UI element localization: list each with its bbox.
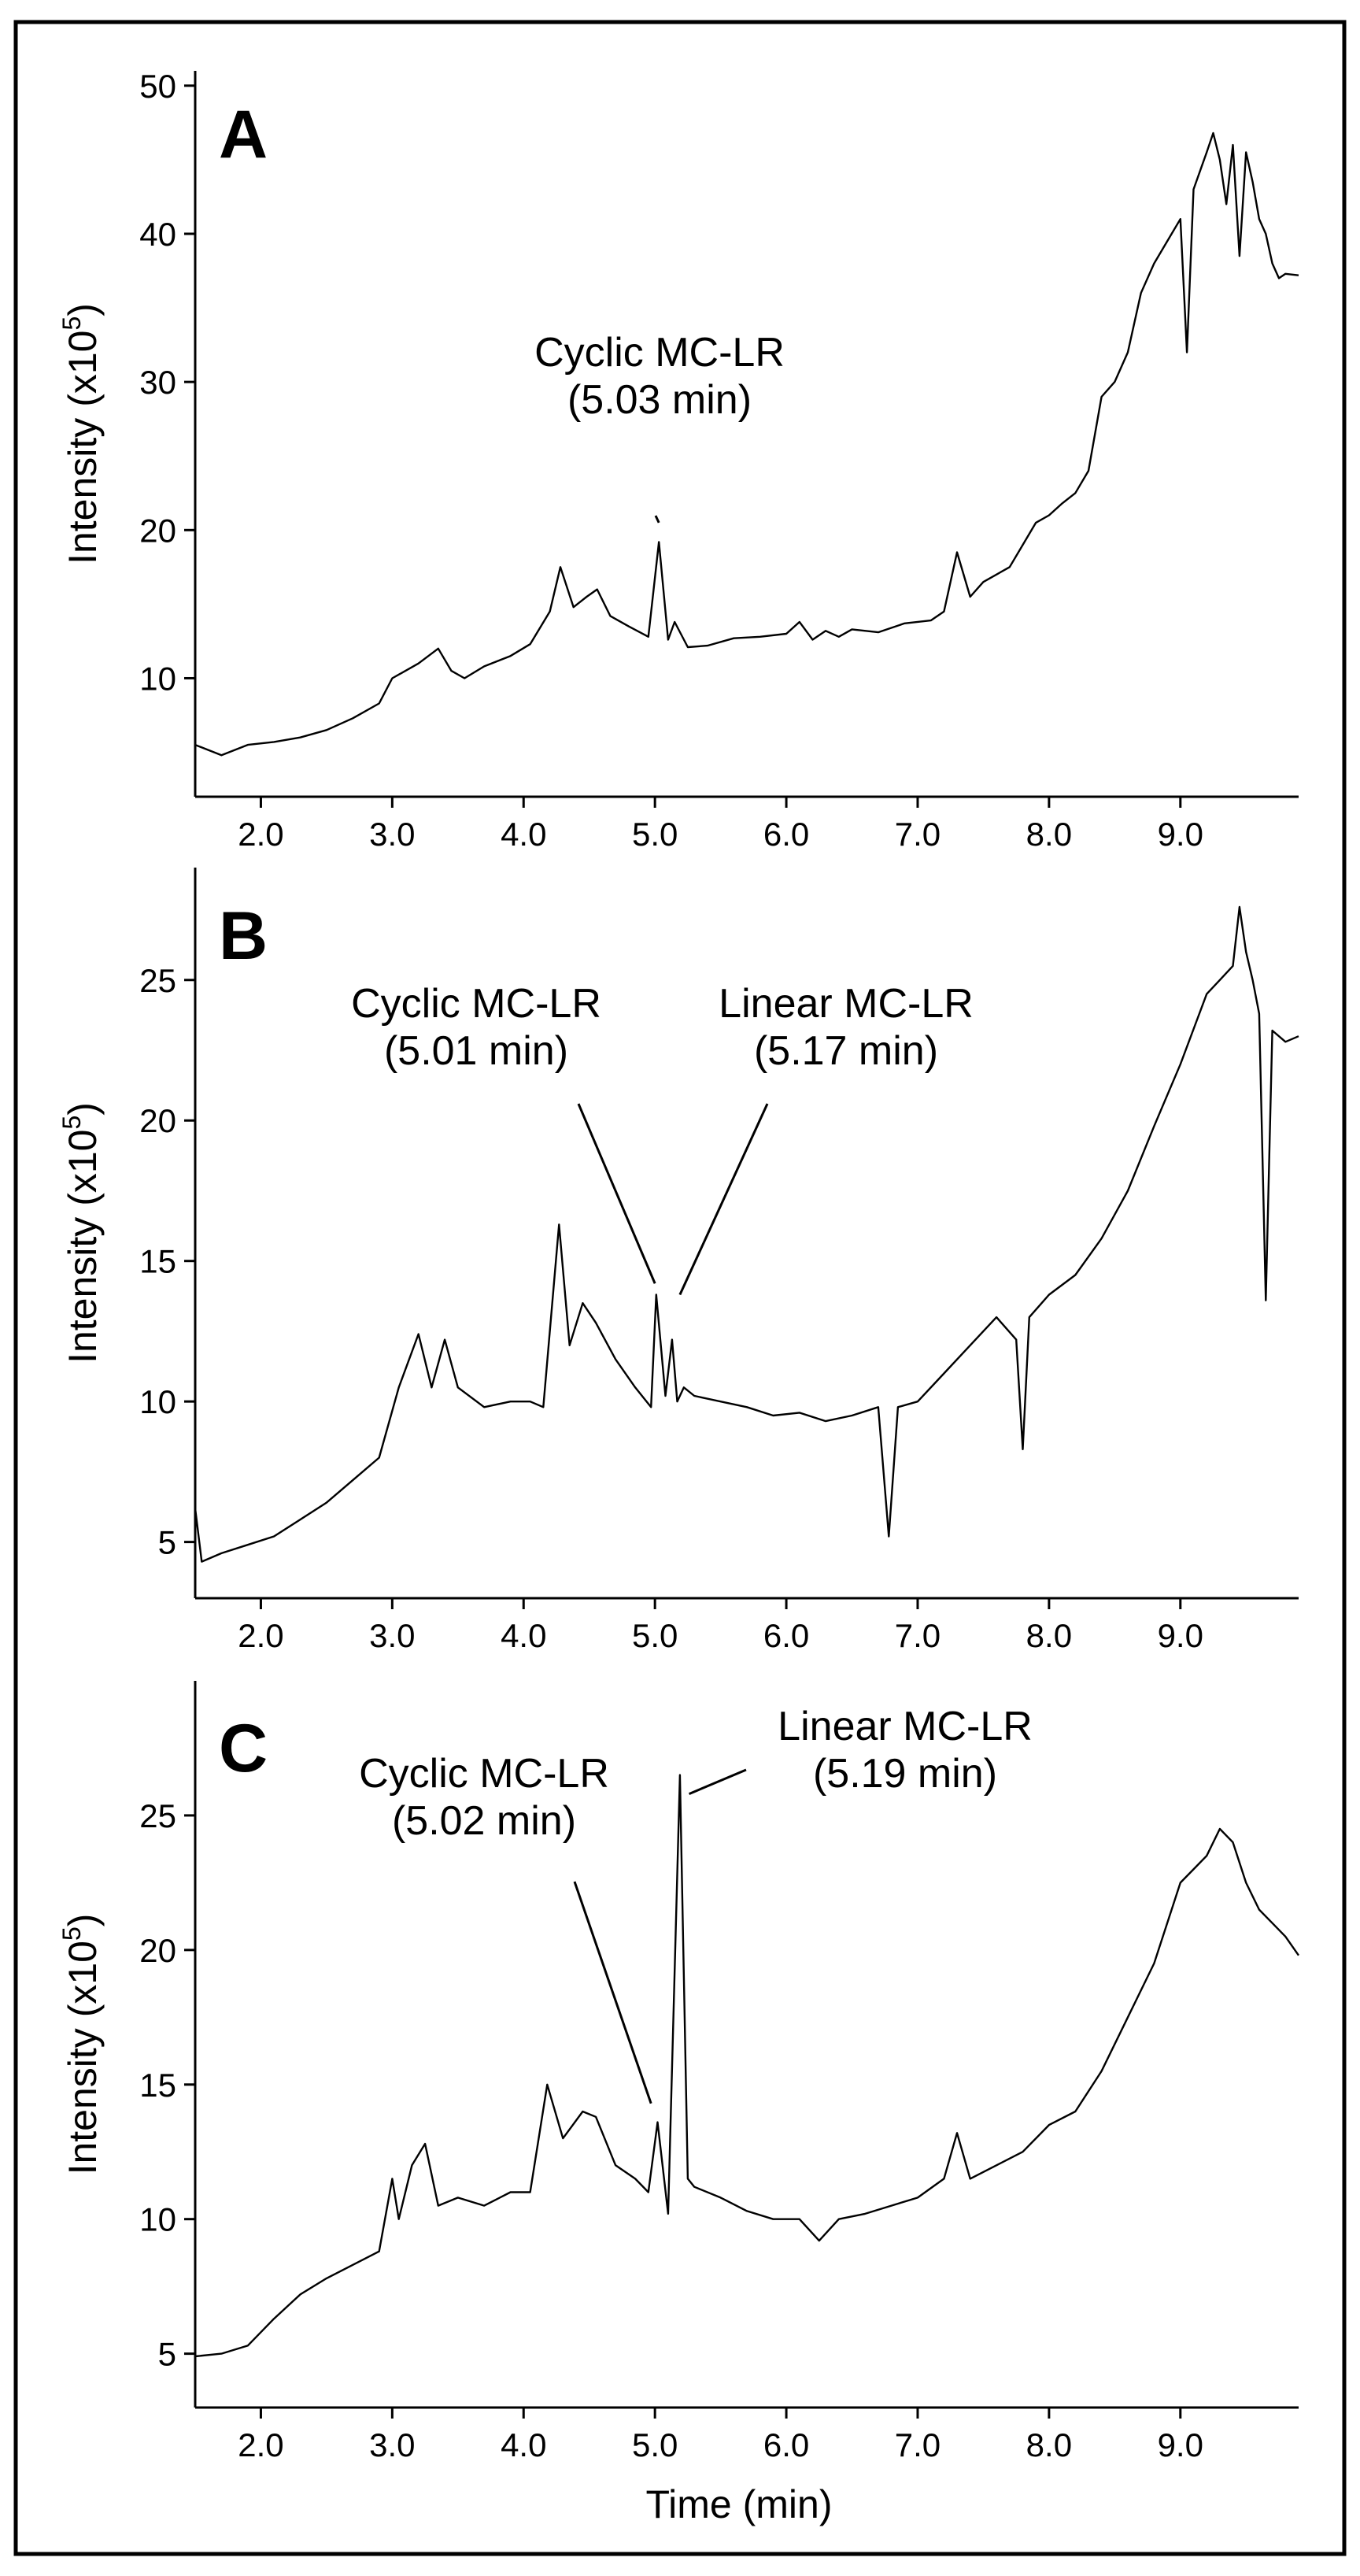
x-tick-label: 5.0: [632, 2426, 678, 2463]
annotation-leader-line: [688, 1768, 747, 1795]
peak-annotation-line: (5.19 min): [813, 1751, 997, 1797]
x-tick-label: 3.0: [369, 2426, 415, 2463]
peak-annotation-line: Cyclic MC-LR: [351, 981, 601, 1027]
panel-label: A: [219, 97, 268, 172]
annotation-leader-line: [577, 1103, 656, 1284]
x-tick-label: 8.0: [1026, 816, 1072, 853]
x-tick-label: 2.0: [238, 816, 283, 853]
y-axis-title-sup: 5: [57, 1116, 86, 1130]
y-tick-label: 50: [139, 68, 176, 105]
y-axis-title: Intensity (x105): [57, 303, 105, 564]
y-axis-title-close: ): [61, 1914, 105, 1927]
chart-panel-a: 2.0 3.0 4.0 5.0 6.0 7.0 8.0 9.0 10 20 30 40 50 Intens…: [57, 68, 1299, 853]
y-tick-label: 20: [139, 512, 176, 549]
peak-annotation-line: Linear MC-LR: [719, 981, 974, 1027]
x-tick-label: 9.0: [1158, 816, 1203, 853]
figure-border: [13, 20, 1347, 2556]
x-tick-label: 4.0: [501, 2426, 546, 2463]
x-tick-label: 2.0: [238, 2426, 283, 2463]
peak-annotation: Cyclic MC-LR (5.03 min): [534, 330, 785, 423]
y-axis-title-main: Intensity (x10: [61, 1130, 105, 1364]
x-tick-label: 7.0: [895, 2426, 941, 2463]
peak-annotation-line: (5.01 min): [384, 1028, 568, 1074]
annotation-leader-line: [654, 515, 660, 524]
peak-annotation-line: (5.02 min): [392, 1798, 576, 1844]
x-tick-label: 3.0: [369, 816, 415, 853]
peak-annotation-line: Linear MC-LR: [778, 1704, 1033, 1749]
peak-annotation-line: (5.17 min): [754, 1028, 938, 1074]
y-tick-label: 5: [158, 2336, 176, 2373]
x-tick-label: 6.0: [763, 816, 809, 853]
series-line-chromatogram: [194, 1774, 1299, 2358]
x-tick-label: 4.0: [501, 1617, 546, 1654]
y-tick-label: 20: [139, 1932, 176, 1969]
x-tick-label: 2.0: [238, 1617, 283, 1654]
x-tick-label: 8.0: [1026, 1617, 1072, 1654]
y-axis-title: Intensity (x105): [57, 1102, 105, 1364]
peak-annotation: Cyclic MC-LR (5.01 min): [351, 981, 601, 1074]
y-tick-label: 25: [139, 962, 176, 999]
y-axis-title: Intensity (x105): [57, 1914, 105, 2175]
y-axis-title-sup: 5: [57, 316, 86, 331]
y-tick-label: 25: [139, 1797, 176, 1834]
x-tick-label: 7.0: [895, 816, 941, 853]
x-tick-label: 9.0: [1158, 2426, 1203, 2463]
y-axis-title-close: ): [61, 303, 105, 316]
panel-label: C: [219, 1711, 268, 1786]
y-axis-title-main: Intensity (x10: [61, 1941, 105, 2174]
x-tick-label: 5.0: [632, 816, 678, 853]
peak-annotation-line: (5.03 min): [567, 377, 752, 423]
x-tick-label: 8.0: [1026, 2426, 1072, 2463]
y-axis-title-close: ): [61, 1102, 105, 1116]
series-line-chromatogram: [194, 905, 1299, 1563]
y-axis-title-sup: 5: [57, 1926, 86, 1941]
x-tick-label: 9.0: [1158, 1617, 1203, 1654]
y-axis-title-main: Intensity (x10: [61, 331, 105, 564]
chart-panels: 2.0 3.0 4.0 5.0 6.0 7.0 8.0 9.0 10 20 30 40 50 Intens…: [57, 68, 1299, 2526]
x-tick-label: 4.0: [501, 816, 546, 853]
series-line-chromatogram: [194, 131, 1299, 757]
y-tick-label: 30: [139, 364, 176, 401]
x-tick-label: 6.0: [763, 2426, 809, 2463]
y-tick-label: 20: [139, 1102, 176, 1139]
annotation-leader-line: [678, 1103, 769, 1296]
x-tick-label: 5.0: [632, 1617, 678, 1654]
y-tick-label: 10: [139, 660, 176, 697]
peak-annotation-line: Cyclic MC-LR: [359, 1751, 609, 1797]
peak-annotation: Cyclic MC-LR (5.02 min): [359, 1751, 609, 1844]
panel-label: B: [219, 898, 268, 974]
x-tick-label: 7.0: [895, 1617, 941, 1654]
chart-panel-b: 2.0 3.0 4.0 5.0 6.0 7.0 8.0 9.0 5 10 15 20 25 Intensi…: [57, 868, 1299, 1654]
chart-panel-c: 2.0 3.0 4.0 5.0 6.0 7.0 8.0 9.0 5 10 15 20 25 Intensi…: [57, 1681, 1299, 2526]
x-axis-title: Time (min): [645, 2482, 832, 2526]
peak-annotation-line: Cyclic MC-LR: [534, 330, 785, 376]
y-tick-label: 15: [139, 1243, 176, 1280]
y-tick-label: 10: [139, 2201, 176, 2238]
y-tick-label: 5: [158, 1524, 176, 1561]
y-tick-label: 10: [139, 1383, 176, 1420]
y-tick-label: 15: [139, 2067, 176, 2104]
peak-annotation: Linear MC-LR (5.19 min): [778, 1704, 1033, 1797]
annotation-leader-line: [573, 1881, 652, 2104]
y-tick-label: 40: [139, 216, 176, 253]
x-tick-label: 6.0: [763, 1617, 809, 1654]
peak-annotation: Linear MC-LR (5.17 min): [719, 981, 974, 1074]
x-tick-label: 3.0: [369, 1617, 415, 1654]
